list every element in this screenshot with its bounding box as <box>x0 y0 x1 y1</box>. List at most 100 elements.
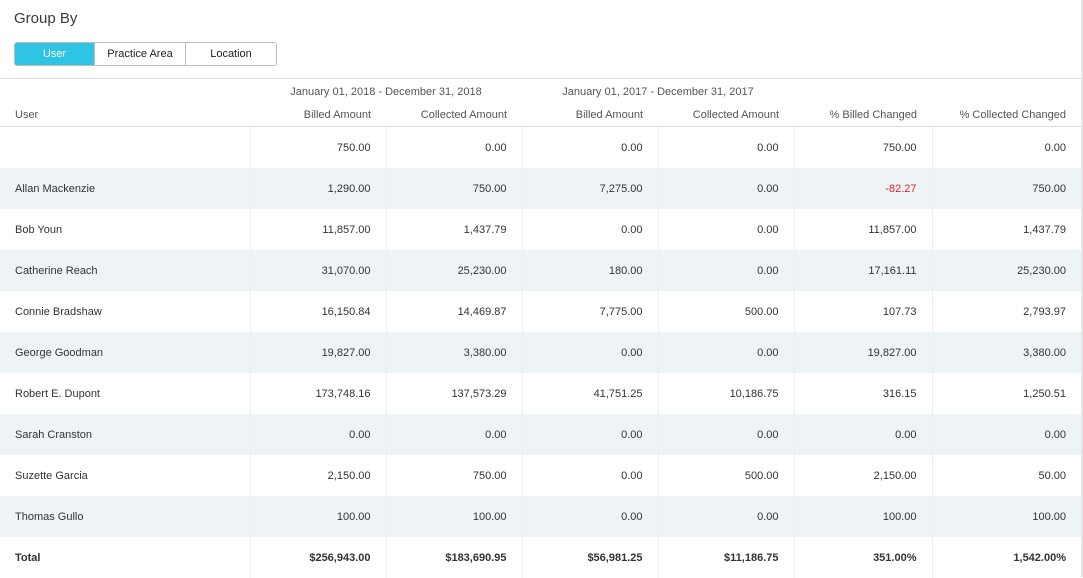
col-pct-collected-changed-cell: 100.00 <box>932 496 1081 537</box>
row-user-name: Bob Youn <box>0 209 250 250</box>
col-billed-2018-cell: 750.00 <box>250 127 386 169</box>
group-by-user-button[interactable]: User <box>15 43 94 65</box>
col-billed-2017-cell: 0.00 <box>522 496 658 537</box>
group-by-practice-area-button[interactable]: Practice Area <box>94 43 185 65</box>
col-pct-collected-changed-cell: 25,230.00 <box>932 250 1081 291</box>
col-billed-2018-cell: 16,150.84 <box>250 291 386 332</box>
col-collected-2018-cell: 14,469.87 <box>386 291 522 332</box>
period-current-label: January 01, 2018 - December 31, 2018 <box>250 86 522 98</box>
col-pct-billed-changed-header[interactable]: % Billed Changed <box>794 104 932 127</box>
col-billed-2018-cell: 173,748.16 <box>250 373 386 414</box>
col-collected-2018-cell: 0.00 <box>386 414 522 455</box>
col-pct-billed-changed-cell: 100.00 <box>794 496 932 537</box>
col-billed-2018-cell: 11,857.00 <box>250 209 386 250</box>
row-user-name: Robert E. Dupont <box>0 373 250 414</box>
col-billed-2018-cell: $256,943.00 <box>250 537 386 578</box>
col-collected-2017-cell: 10,186.75 <box>658 373 794 414</box>
page-title: Group By <box>14 10 77 27</box>
header-divider <box>0 78 1081 79</box>
col-pct-billed-changed-cell: 0.00 <box>794 414 932 455</box>
col-billed-2017-cell: 0.00 <box>522 127 658 169</box>
col-pct-collected-changed-cell: 1,250.51 <box>932 373 1081 414</box>
col-billed-2018-cell: 1,290.00 <box>250 168 386 209</box>
col-billed-2018-cell: 100.00 <box>250 496 386 537</box>
col-pct-billed-changed-cell: 17,161.11 <box>794 250 932 291</box>
col-pct-billed-changed-cell: 316.15 <box>794 373 932 414</box>
col-collected-2018-cell: 3,380.00 <box>386 332 522 373</box>
row-user-name: Thomas Gullo <box>0 496 250 537</box>
row-user-name: Suzette Garcia <box>0 455 250 496</box>
col-collected-2017-cell: 0.00 <box>658 209 794 250</box>
table-total-row: Total$256,943.00$183,690.95$56,981.25$11… <box>0 537 1081 578</box>
col-user-header[interactable]: User <box>0 104 250 127</box>
col-collected-2017-cell: 500.00 <box>658 291 794 332</box>
col-collected-2018-cell: 25,230.00 <box>386 250 522 291</box>
col-collected-2018-cell: 0.00 <box>386 127 522 169</box>
col-collected-2017-cell: 500.00 <box>658 455 794 496</box>
row-user-name: Connie Bradshaw <box>0 291 250 332</box>
col-collected-2018-cell: 1,437.79 <box>386 209 522 250</box>
col-collected-2017-cell: 0.00 <box>658 250 794 291</box>
col-pct-collected-changed-cell: 50.00 <box>932 455 1081 496</box>
col-billed-2018-cell: 19,827.00 <box>250 332 386 373</box>
col-billed-2017-cell: 0.00 <box>522 455 658 496</box>
col-pct-collected-changed-cell: 0.00 <box>932 414 1081 455</box>
col-billed-2017-cell: 7,775.00 <box>522 291 658 332</box>
col-billed-2017-header[interactable]: Billed Amount <box>522 104 658 127</box>
col-pct-billed-changed-cell: 351.00% <box>794 537 932 578</box>
col-billed-2018-header[interactable]: Billed Amount <box>250 104 386 127</box>
col-collected-2018-header[interactable]: Collected Amount <box>386 104 522 127</box>
col-pct-billed-changed-cell: 2,150.00 <box>794 455 932 496</box>
row-user-name: Catherine Reach <box>0 250 250 291</box>
row-user-name <box>0 127 250 169</box>
col-pct-billed-changed-cell: -82.27 <box>794 168 932 209</box>
col-billed-2017-cell: $56,981.25 <box>522 537 658 578</box>
col-collected-2017-cell: 0.00 <box>658 332 794 373</box>
col-pct-collected-changed-cell: 2,793.97 <box>932 291 1081 332</box>
row-user-name: Allan Mackenzie <box>0 168 250 209</box>
col-billed-2017-cell: 41,751.25 <box>522 373 658 414</box>
col-pct-billed-changed-cell: 107.73 <box>794 291 932 332</box>
col-collected-2017-header[interactable]: Collected Amount <box>658 104 794 127</box>
col-pct-collected-changed-cell: 0.00 <box>932 127 1081 169</box>
row-user-name: Sarah Cranston <box>0 414 250 455</box>
total-label: Total <box>0 537 250 578</box>
col-collected-2018-cell: 100.00 <box>386 496 522 537</box>
col-collected-2018-cell: 750.00 <box>386 455 522 496</box>
group-by-location-button[interactable]: Location <box>185 43 276 65</box>
col-pct-billed-changed-cell: 750.00 <box>794 127 932 169</box>
col-pct-collected-changed-cell: 750.00 <box>932 168 1081 209</box>
col-billed-2017-cell: 7,275.00 <box>522 168 658 209</box>
col-collected-2018-cell: $183,690.95 <box>386 537 522 578</box>
col-collected-2017-cell: 0.00 <box>658 496 794 537</box>
col-collected-2017-cell: 0.00 <box>658 414 794 455</box>
col-collected-2017-cell: $11,186.75 <box>658 537 794 578</box>
col-pct-billed-changed-cell: 11,857.00 <box>794 209 932 250</box>
col-pct-collected-changed-header[interactable]: % Collected Changed <box>932 104 1081 127</box>
period-previous-label: January 01, 2017 - December 31, 2017 <box>522 86 794 98</box>
col-billed-2018-cell: 0.00 <box>250 414 386 455</box>
col-billed-2017-cell: 0.00 <box>522 414 658 455</box>
period-header: January 01, 2018 - December 31, 2018 Jan… <box>0 86 1081 100</box>
row-user-name: George Goodman <box>0 332 250 373</box>
col-billed-2018-cell: 31,070.00 <box>250 250 386 291</box>
col-collected-2017-cell: 0.00 <box>658 127 794 169</box>
col-pct-collected-changed-cell: 1,542.00% <box>932 537 1081 578</box>
col-billed-2017-cell: 180.00 <box>522 250 658 291</box>
col-collected-2017-cell: 0.00 <box>658 168 794 209</box>
col-collected-2018-cell: 750.00 <box>386 168 522 209</box>
col-pct-collected-changed-cell: 1,437.79 <box>932 209 1081 250</box>
col-billed-2018-cell: 2,150.00 <box>250 455 386 496</box>
